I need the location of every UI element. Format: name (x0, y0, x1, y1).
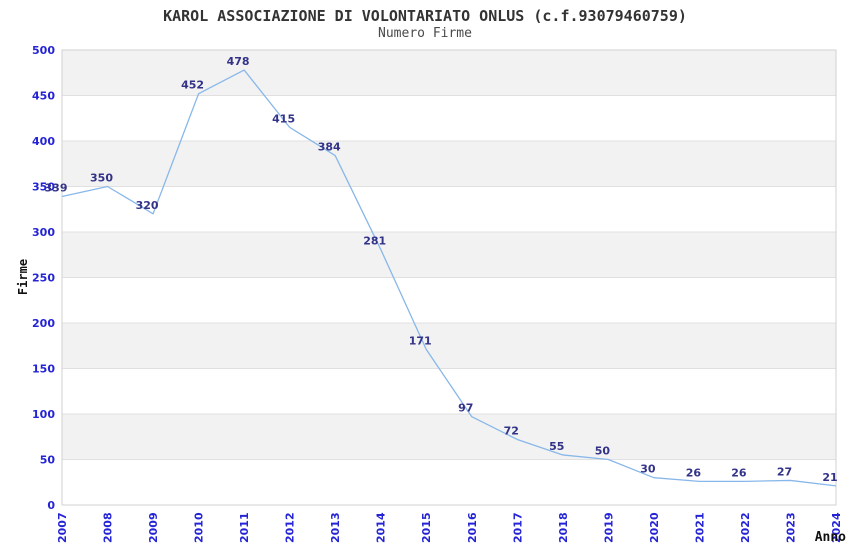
y-axis-tick-label: 300 (32, 226, 55, 239)
y-axis-tick-label: 100 (32, 408, 55, 421)
x-axis-tick-label: 2016 (466, 512, 479, 543)
plot-band (62, 368, 836, 414)
data-point-label: 97 (458, 402, 473, 415)
x-axis-title: Anno (815, 530, 846, 545)
data-point-label: 478 (227, 55, 250, 68)
x-axis-tick-label: 2014 (375, 512, 388, 543)
data-point-label: 320 (136, 199, 159, 212)
chart-title: KAROL ASSOCIAZIONE DI VOLONTARIATO ONLUS… (163, 7, 687, 25)
plot-band (62, 95, 836, 141)
chart-subtitle: Numero Firme (378, 26, 472, 41)
data-point-label: 384 (318, 141, 341, 154)
plot-band (62, 50, 836, 96)
x-axis-tick-label: 2015 (420, 512, 433, 543)
x-axis-tick-label: 2007 (56, 512, 69, 543)
data-point-label: 30 (640, 463, 656, 476)
data-point-label: 452 (181, 79, 204, 92)
x-axis-tick-label: 2009 (147, 512, 160, 543)
data-point-label: 27 (777, 465, 792, 478)
data-point-label: 281 (363, 234, 386, 247)
plot-band (62, 277, 836, 323)
plot-band (62, 414, 836, 460)
data-point-label: 21 (822, 471, 837, 484)
x-axis-tick-label: 2019 (602, 512, 615, 543)
data-point-label: 55 (549, 440, 564, 453)
plot-band (62, 232, 836, 278)
x-axis-tick-label: 2020 (648, 512, 661, 543)
y-axis-tick-label: 200 (32, 317, 55, 330)
data-point-label: 339 (45, 182, 68, 195)
y-axis-tick-label: 450 (32, 90, 55, 103)
x-axis-tick-label: 2010 (193, 512, 206, 543)
x-axis-tick-label: 2021 (693, 512, 706, 543)
data-point-label: 171 (409, 334, 432, 347)
y-axis-title: Firme (16, 259, 30, 295)
x-axis-tick-label: 2013 (329, 512, 342, 543)
x-axis-tick-label: 2008 (102, 512, 115, 543)
data-point-label: 415 (272, 112, 295, 125)
y-axis-tick-label: 50 (40, 454, 56, 467)
y-axis-tick-label: 150 (32, 363, 55, 376)
data-point-label: 72 (504, 424, 519, 437)
data-point-label: 350 (90, 172, 113, 185)
x-axis-tick-label: 2012 (284, 512, 297, 543)
plot-band (62, 141, 836, 187)
y-axis-tick-label: 400 (32, 135, 55, 148)
y-axis-tick-label: 250 (32, 272, 55, 285)
data-point-label: 26 (686, 466, 702, 479)
plot-band (62, 459, 836, 505)
y-axis-tick-label: 500 (32, 44, 55, 57)
data-point-label: 26 (731, 466, 747, 479)
x-axis-tick-label: 2018 (557, 512, 570, 543)
x-axis-tick-label: 2011 (238, 512, 251, 543)
plot-border (61, 49, 837, 506)
x-axis-tick-label: 2023 (784, 512, 797, 543)
plot-band (62, 186, 836, 232)
y-axis-tick-label: 350 (32, 181, 55, 194)
x-axis-tick-label: 2022 (739, 512, 752, 543)
y-axis-tick-label: 0 (47, 499, 55, 512)
data-line (61, 69, 837, 487)
x-axis-tick-label: 2017 (511, 512, 524, 543)
plot-band (62, 323, 836, 369)
data-point-label: 50 (595, 445, 611, 458)
x-axis-tick-label: 2024 (830, 512, 843, 543)
